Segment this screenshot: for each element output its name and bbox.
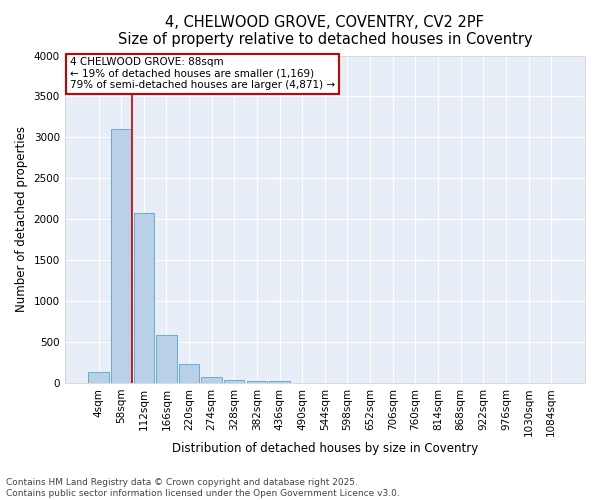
X-axis label: Distribution of detached houses by size in Coventry: Distribution of detached houses by size … xyxy=(172,442,478,455)
Bar xyxy=(202,377,222,383)
Bar xyxy=(269,382,290,383)
Title: 4, CHELWOOD GROVE, COVENTRY, CV2 2PF
Size of property relative to detached house: 4, CHELWOOD GROVE, COVENTRY, CV2 2PF Siz… xyxy=(118,15,532,48)
Text: 4 CHELWOOD GROVE: 88sqm
← 19% of detached houses are smaller (1,169)
79% of semi: 4 CHELWOOD GROVE: 88sqm ← 19% of detache… xyxy=(70,57,335,90)
Bar xyxy=(247,380,267,383)
Bar xyxy=(179,364,199,383)
Bar xyxy=(111,129,131,383)
Bar xyxy=(88,372,109,383)
Bar xyxy=(134,212,154,383)
Bar xyxy=(156,336,176,383)
Text: Contains HM Land Registry data © Crown copyright and database right 2025.
Contai: Contains HM Land Registry data © Crown c… xyxy=(6,478,400,498)
Y-axis label: Number of detached properties: Number of detached properties xyxy=(15,126,28,312)
Bar xyxy=(224,380,244,383)
